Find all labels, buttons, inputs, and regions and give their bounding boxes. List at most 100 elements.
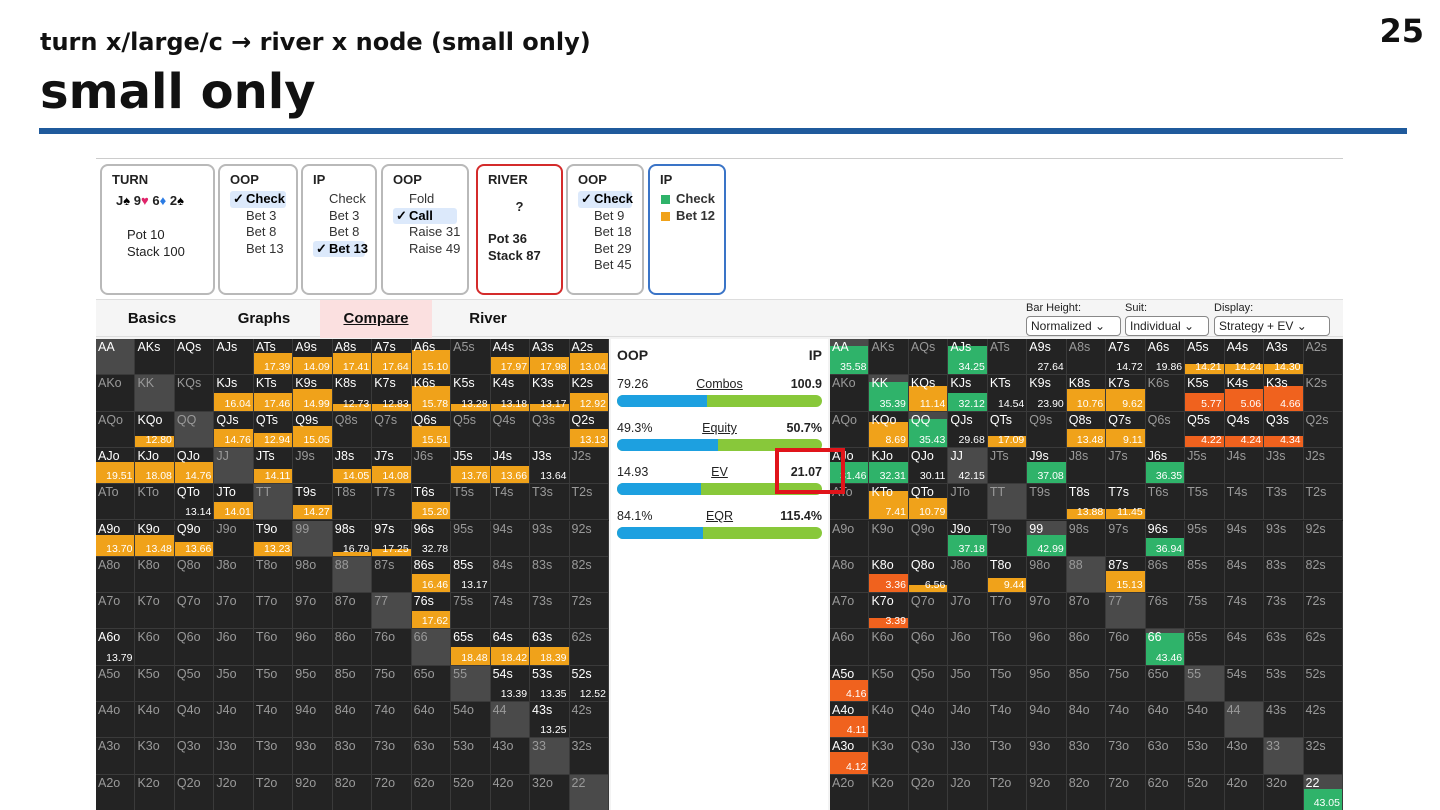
hand-cell-AQs[interactable]: AQs bbox=[174, 339, 215, 376]
hand-cell-K4o[interactable]: K4o bbox=[135, 702, 175, 739]
hand-cell-85s[interactable]: 85s bbox=[1185, 556, 1225, 594]
hand-cell-T7s[interactable]: T7s 11.45 bbox=[1106, 484, 1146, 521]
hand-cell-77[interactable]: 77 bbox=[372, 593, 412, 630]
hand-cell-95o[interactable]: 95o bbox=[1027, 665, 1067, 702]
option-check[interactable]: ✓ Check bbox=[230, 191, 286, 208]
hand-cell-K8o[interactable]: K8o bbox=[135, 556, 175, 594]
hand-cell-42s[interactable]: 42s bbox=[1303, 702, 1343, 739]
hand-cell-AA[interactable]: AA 35.58 bbox=[830, 339, 870, 376]
hand-cell-92o[interactable]: 92o bbox=[293, 774, 333, 810]
hand-cell-63s[interactable]: 63s bbox=[1264, 629, 1304, 666]
option-bet-3[interactable]: Bet 3 bbox=[329, 207, 360, 223]
hand-cell-J3s[interactable]: J3s 13.64 bbox=[530, 447, 570, 485]
hand-cell-Q2s[interactable]: Q2s bbox=[1303, 411, 1343, 448]
hand-cell-A6s[interactable]: A6s 19.86 bbox=[1145, 339, 1186, 376]
hand-cell-93o[interactable]: 93o bbox=[293, 738, 333, 775]
hand-cell-Q2o[interactable]: Q2o bbox=[174, 774, 215, 810]
hand-cell-85o[interactable]: 85o bbox=[1066, 665, 1107, 702]
hand-cell-82s[interactable]: 82s bbox=[1303, 556, 1343, 594]
hand-cell-A8o[interactable]: A8o bbox=[96, 556, 136, 594]
hand-cell-T3o[interactable]: T3o bbox=[987, 738, 1028, 775]
hand-cell-76s[interactable]: 76s bbox=[1145, 593, 1186, 630]
hand-cell-T2o[interactable]: T2o bbox=[253, 774, 294, 810]
option-check[interactable]: ✓ Check bbox=[578, 191, 633, 208]
hand-cell-72s[interactable]: 72s bbox=[1303, 593, 1343, 630]
hand-cell-64o[interactable]: 64o bbox=[411, 702, 452, 739]
hand-cell-95s[interactable]: 95s bbox=[1185, 520, 1225, 557]
option-bet-8[interactable]: Bet 8 bbox=[329, 224, 360, 239]
hand-cell-JTo[interactable]: JTo 14.01 bbox=[214, 484, 254, 521]
hand-cell-QTs[interactable]: QTs 17.09 bbox=[987, 411, 1028, 448]
hand-cell-K8s[interactable]: K8s 10.76 bbox=[1066, 375, 1107, 412]
hand-cell-K2o[interactable]: K2o bbox=[135, 774, 175, 810]
option-bet-18[interactable]: Bet 18 bbox=[594, 224, 632, 239]
hand-cell-J7o[interactable]: J7o bbox=[214, 593, 254, 630]
hand-cell-74o[interactable]: 74o bbox=[372, 702, 412, 739]
hand-cell-J8s[interactable]: J8s bbox=[1066, 447, 1107, 485]
hand-cell-94o[interactable]: 94o bbox=[293, 702, 333, 739]
bet-legend[interactable]: Bet 12 bbox=[660, 208, 715, 225]
hand-cell-55[interactable]: 55 bbox=[1185, 665, 1225, 702]
option-bet-3[interactable]: Bet 3 bbox=[246, 207, 277, 223]
hand-cell-98o[interactable]: 98o bbox=[293, 556, 333, 594]
metric-name[interactable]: EQR bbox=[705, 509, 734, 523]
hand-cell-53s[interactable]: 53s bbox=[1264, 665, 1304, 702]
hand-cell-33[interactable]: 33 bbox=[530, 738, 570, 775]
hand-cell-A5s[interactable]: A5s bbox=[451, 339, 491, 376]
hand-cell-98o[interactable]: 98o bbox=[1027, 556, 1067, 594]
hand-cell-96s[interactable]: 96s 32.78 bbox=[411, 520, 452, 557]
hand-cell-T7o[interactable]: T7o bbox=[987, 593, 1028, 630]
hand-cell-K5s[interactable]: K5s 5.77 bbox=[1185, 375, 1225, 412]
hand-cell-K2s[interactable]: K2s bbox=[1303, 375, 1343, 412]
hand-cell-AJo[interactable]: AJo 31.46 bbox=[830, 447, 870, 485]
hand-cell-73o[interactable]: 73o bbox=[1106, 738, 1146, 775]
hand-cell-62o[interactable]: 62o bbox=[1145, 774, 1186, 810]
hand-cell-JTs[interactable]: JTs 14.11 bbox=[253, 447, 294, 485]
hand-cell-AJs[interactable]: AJs 34.25 bbox=[948, 339, 988, 376]
hand-cell-J9o[interactable]: J9o bbox=[214, 520, 254, 557]
hand-cell-AKo[interactable]: AKo bbox=[96, 375, 136, 412]
hand-cell-K9s[interactable]: K9s 23.90 bbox=[1027, 375, 1067, 412]
hand-cell-AKs[interactable]: AKs bbox=[135, 339, 175, 376]
hand-cell-93s[interactable]: 93s bbox=[1264, 520, 1304, 557]
hand-cell-64s[interactable]: 64s 18.42 bbox=[490, 629, 531, 666]
hand-cell-KQo[interactable]: KQo 8.69 bbox=[869, 411, 909, 448]
hand-cell-76o[interactable]: 76o bbox=[1106, 629, 1146, 666]
hand-cell-95s[interactable]: 95s bbox=[451, 520, 491, 557]
hand-cell-AQo[interactable]: AQo bbox=[96, 411, 136, 448]
option-bet-9[interactable]: Bet 9 bbox=[594, 207, 625, 223]
hand-cell-42s[interactable]: 42s bbox=[569, 702, 609, 739]
hand-cell-AA[interactable]: AA bbox=[96, 339, 136, 376]
bar-height-select[interactable]: Normalized ⌄ bbox=[1026, 316, 1121, 336]
hand-cell-A4s[interactable]: A4s 14.24 bbox=[1224, 339, 1265, 376]
hand-cell-Q9s[interactable]: Q9s bbox=[1027, 411, 1067, 448]
hand-cell-87o[interactable]: 87o bbox=[332, 593, 373, 630]
hand-cell-ATo[interactable]: ATo bbox=[830, 484, 870, 521]
hand-cell-Q8o[interactable]: Q8o bbox=[174, 556, 215, 594]
hand-cell-44[interactable]: 44 bbox=[1224, 702, 1265, 739]
tab-basics[interactable]: Basics bbox=[127, 310, 177, 327]
hand-cell-A6o[interactable]: A6o bbox=[830, 629, 870, 666]
hand-cell-66[interactable]: 66 bbox=[411, 629, 452, 666]
hand-cell-J8s[interactable]: J8s 14.05 bbox=[332, 447, 373, 485]
hand-cell-K4s[interactable]: K4s 13.18 bbox=[490, 375, 531, 412]
hand-cell-A2s[interactable]: A2s bbox=[1303, 339, 1343, 376]
hand-cell-KJs[interactable]: KJs 16.04 bbox=[214, 375, 254, 412]
hand-cell-82s[interactable]: 82s bbox=[569, 556, 609, 594]
hand-cell-93o[interactable]: 93o bbox=[1027, 738, 1067, 775]
hand-cell-K7o[interactable]: K7o 3.39 bbox=[869, 593, 909, 630]
hand-cell-J8o[interactable]: J8o bbox=[948, 556, 988, 594]
hand-cell-A4o[interactable]: A4o 4.11 bbox=[830, 702, 870, 739]
hand-cell-TT[interactable]: TT bbox=[987, 484, 1028, 521]
hand-cell-T3s[interactable]: T3s bbox=[1264, 484, 1304, 521]
hand-cell-J6o[interactable]: J6o bbox=[948, 629, 988, 666]
hand-cell-T8s[interactable]: T8s 13.88 bbox=[1066, 484, 1107, 521]
hand-cell-83o[interactable]: 83o bbox=[1066, 738, 1107, 775]
hand-cell-32s[interactable]: 32s bbox=[569, 738, 609, 775]
option-bet-13[interactable]: ✓ Bet 13 bbox=[313, 240, 368, 257]
hand-cell-Q3s[interactable]: Q3s bbox=[530, 411, 570, 448]
hand-cell-Q8o[interactable]: Q8o 6.56 bbox=[908, 556, 949, 594]
hand-cell-T3s[interactable]: T3s bbox=[530, 484, 570, 521]
hand-cell-Q6o[interactable]: Q6o bbox=[908, 629, 949, 666]
hand-cell-AJs[interactable]: AJs bbox=[214, 339, 254, 376]
